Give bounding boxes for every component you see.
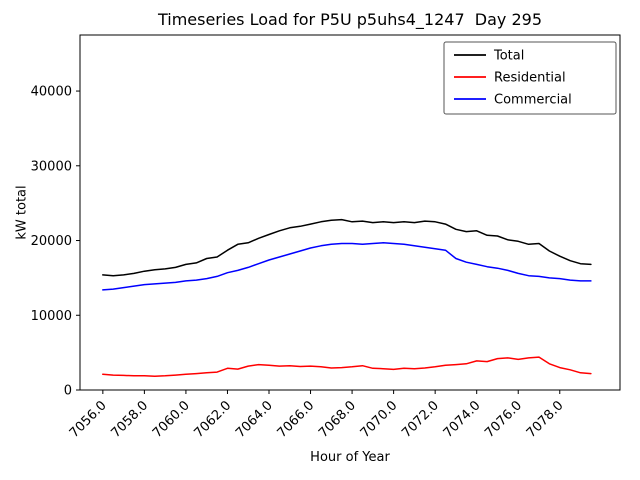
x-tick-label: 7062.0 bbox=[192, 398, 235, 441]
series-line-commercial bbox=[102, 242, 592, 291]
x-tick-label: 7074.0 bbox=[441, 398, 484, 441]
series-line-total bbox=[102, 218, 592, 277]
legend-label-residential: Residential bbox=[494, 71, 566, 86]
x-axis-label: Hour of Year bbox=[310, 450, 390, 465]
x-tick-label: 7056.0 bbox=[67, 398, 110, 441]
y-tick-label: 0 bbox=[64, 384, 72, 399]
y-tick-label: 20000 bbox=[31, 234, 72, 249]
x-tick-label: 7068.0 bbox=[316, 398, 359, 441]
chart-title: Timeseries Load for P5U p5uhs4_1247 Day … bbox=[157, 10, 543, 29]
x-tick-label: 7076.0 bbox=[482, 398, 525, 441]
x-tick-label: 7072.0 bbox=[399, 398, 442, 441]
y-tick-label: 40000 bbox=[31, 85, 72, 100]
legend-box bbox=[443, 41, 617, 115]
legend-label-total: Total bbox=[493, 49, 524, 64]
x-tick-label: 7078.0 bbox=[524, 398, 567, 441]
x-tick-label: 7066.0 bbox=[275, 398, 318, 441]
x-tick-label: 7070.0 bbox=[358, 398, 401, 441]
series-line-residential bbox=[102, 356, 592, 377]
y-tick-label: 30000 bbox=[31, 159, 72, 174]
legend-label-commercial: Commercial bbox=[494, 93, 572, 108]
x-tick-label: 7060.0 bbox=[150, 398, 193, 441]
y-tick-label: 10000 bbox=[31, 309, 72, 324]
x-tick-label: 7064.0 bbox=[233, 398, 276, 441]
x-tick-label: 7058.0 bbox=[108, 398, 151, 441]
